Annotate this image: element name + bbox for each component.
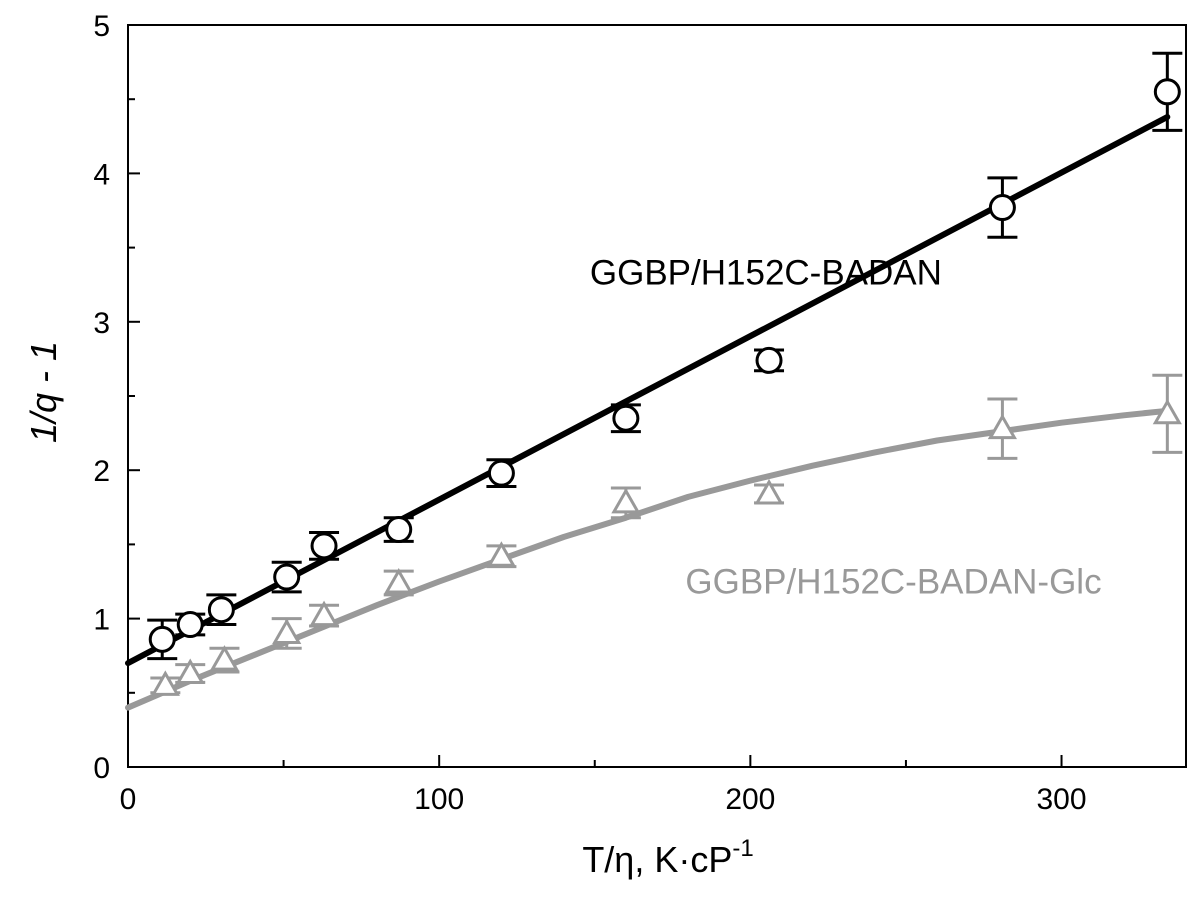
data-point <box>273 563 301 591</box>
plot-frame <box>127 24 1187 768</box>
data-point <box>209 645 240 671</box>
x-tick-label: 100 <box>414 783 464 816</box>
data-point <box>150 670 180 696</box>
x-axis-title-text: T/η, K·cP <box>582 839 732 880</box>
x-tick-label: 200 <box>725 783 775 816</box>
data-point <box>611 487 641 514</box>
data-point <box>612 404 640 432</box>
data-point <box>176 611 204 639</box>
series-0 <box>125 51 1183 667</box>
data-point <box>175 658 205 685</box>
data-point <box>207 596 235 624</box>
x-axis-title: T/η, K·cP-1 <box>582 835 753 880</box>
data-point <box>487 459 515 487</box>
data-point <box>486 541 516 567</box>
annotation-layer: GGBP/H152C-BADAN GGBP/H152C-BADAN-Glc <box>590 254 1102 602</box>
data-point <box>754 478 784 505</box>
y-tick-label: 3 <box>93 307 110 340</box>
x-axis: 0 100 200 300 <box>120 755 1087 816</box>
data-point <box>148 625 176 653</box>
y-tick-label: 1 <box>93 604 110 637</box>
data-point <box>755 346 783 374</box>
data-point <box>988 194 1016 222</box>
data-point <box>272 618 302 644</box>
fit-line <box>125 407 1171 711</box>
data-point <box>1153 78 1181 106</box>
data-point <box>310 532 338 560</box>
data-point <box>1152 398 1182 425</box>
data-point <box>385 516 413 544</box>
y-tick-label: 0 <box>93 752 110 785</box>
y-tick-label: 5 <box>93 10 110 43</box>
x-axis-title-superscript: -1 <box>732 835 753 862</box>
series-label: GGBP/H152C-BADAN <box>590 254 942 293</box>
y-tick-label: 2 <box>93 455 110 488</box>
y-axis: 0 1 2 3 4 5 <box>93 10 140 785</box>
data-point <box>384 567 414 594</box>
y-tick-label: 4 <box>93 158 110 191</box>
series-label: GGBP/H152C-BADAN-Glc <box>685 562 1101 601</box>
series-layer <box>125 51 1183 711</box>
x-tick-label: 0 <box>120 783 137 816</box>
data-point <box>987 413 1017 440</box>
data-point <box>309 600 339 627</box>
y-axis-title: 1/q - 1 <box>23 341 64 443</box>
series-1 <box>125 373 1183 711</box>
plot-area <box>127 24 1187 768</box>
x-tick-label: 300 <box>1036 783 1086 816</box>
